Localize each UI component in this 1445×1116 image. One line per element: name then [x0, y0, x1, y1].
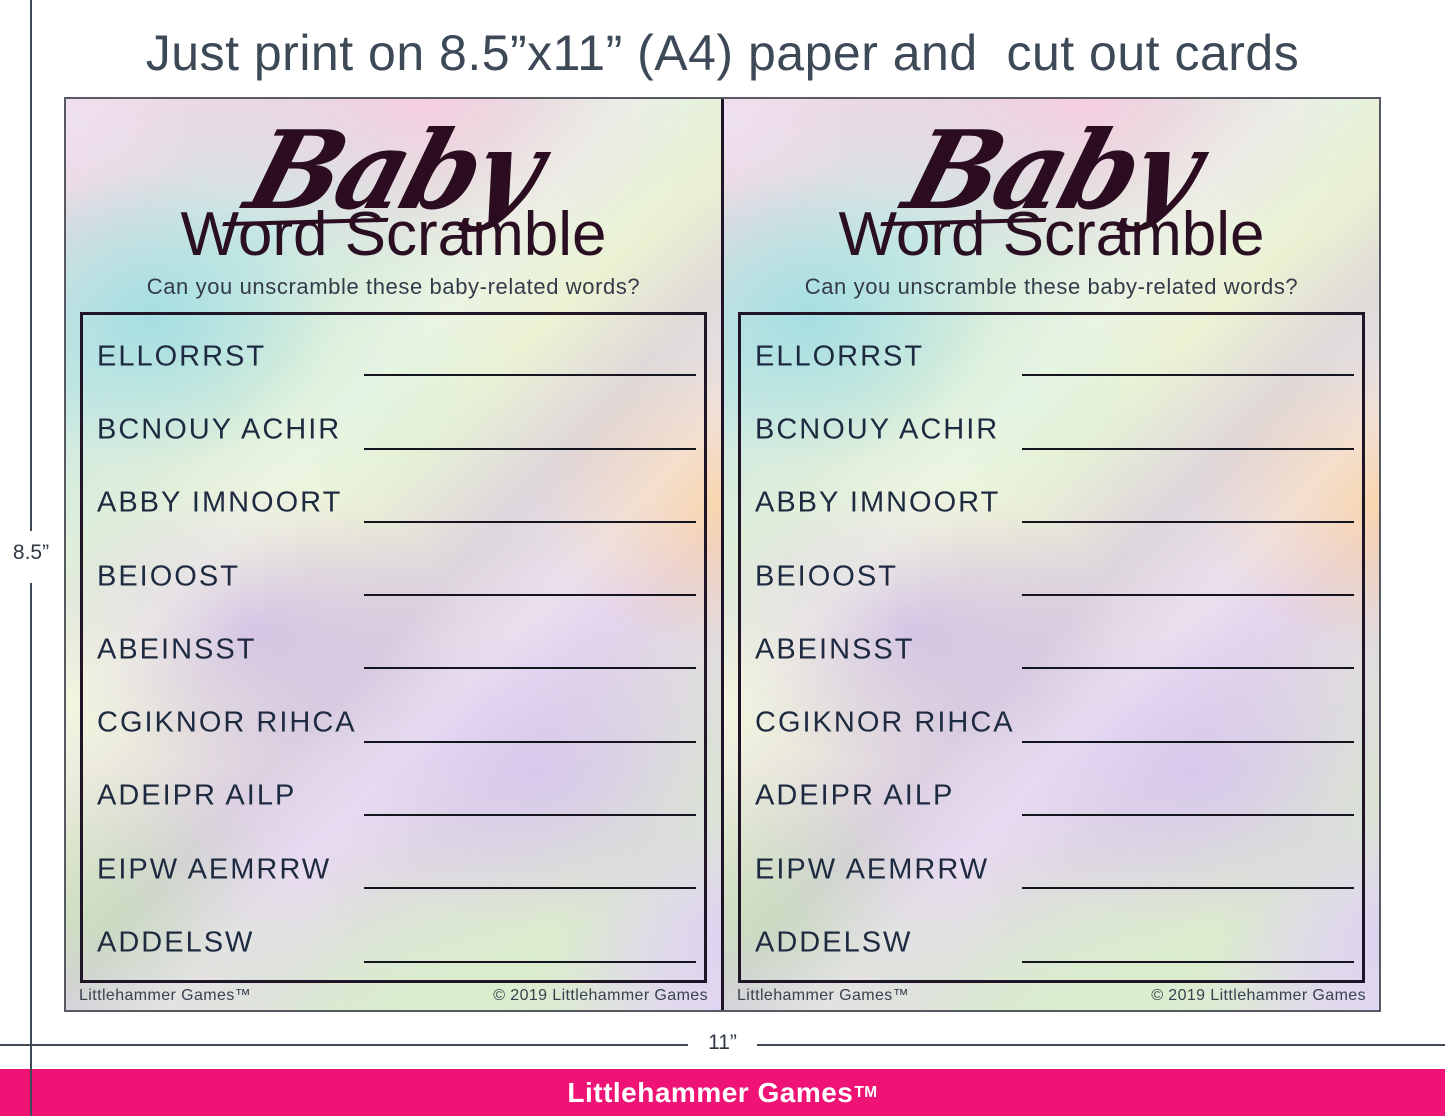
word-row: CGIKNOR RIHCA: [755, 686, 1354, 759]
word-row: BCNOUY ACHIR: [97, 393, 696, 466]
card-brand-text: Littlehammer Games™: [79, 987, 252, 1004]
card-brand-text: Littlehammer Games™: [737, 987, 910, 1004]
word-row: ABEINSST: [755, 613, 1354, 686]
scrambled-word: EIPW AEMRRW: [755, 853, 990, 886]
cards-sheet: Baby Word Scramble Can you unscramble th…: [64, 97, 1381, 1012]
height-dimension-label: 8.5”: [12, 541, 50, 564]
answer-blank-line: [1022, 447, 1354, 450]
answer-blank-line: [1022, 667, 1354, 670]
card-subtitle: Can you unscramble these baby-related wo…: [146, 274, 641, 299]
word-row: ABEINSST: [97, 613, 696, 686]
answer-blank-line: [364, 960, 696, 963]
scrambled-word: ELLORRST: [755, 340, 925, 373]
brand-footer-bar: Littlehammer Games TM: [0, 1069, 1445, 1116]
answer-blank-line: [1022, 814, 1354, 817]
word-row: ADEIPR AILP: [755, 760, 1354, 833]
scrambled-word: BEIOOST: [97, 560, 240, 593]
scrambled-word: ADEIPR AILP: [97, 779, 297, 812]
height-dimension-line-bottom: [30, 583, 32, 1116]
answer-blank-line: [1022, 594, 1354, 597]
word-list-box: ELLORRST BCNOUY ACHIR ABBY IMNOORT BEIOO…: [738, 312, 1365, 983]
scrambled-word: BCNOUY ACHIR: [97, 413, 342, 446]
answer-blank-line: [364, 594, 696, 597]
card-copyright-text: © 2019 Littlehammer Games: [1151, 987, 1366, 1004]
baby-script-title-wrap: Baby: [724, 101, 1379, 241]
scrambled-word: ADEIPR AILP: [755, 779, 955, 812]
card-subtitle: Can you unscramble these baby-related wo…: [804, 274, 1299, 299]
word-row: BCNOUY ACHIR: [755, 393, 1354, 466]
scrambled-word: ABEINSST: [755, 633, 915, 666]
baby-script-title: Baby: [890, 101, 1214, 241]
scrambled-word: BCNOUY ACHIR: [755, 413, 1000, 446]
answer-blank-line: [364, 887, 696, 890]
word-row: EIPW AEMRRW: [97, 833, 696, 906]
answer-blank-line: [364, 667, 696, 670]
answer-blank-line: [364, 814, 696, 817]
card-copyright-text: © 2019 Littlehammer Games: [493, 987, 708, 1004]
answer-blank-line: [364, 520, 696, 523]
scrambled-word: BEIOOST: [755, 560, 898, 593]
word-row: BEIOOST: [97, 540, 696, 613]
word-row: CGIKNOR RIHCA: [97, 686, 696, 759]
word-scramble-card-1: Baby Word Scramble Can you unscramble th…: [66, 99, 721, 1010]
answer-blank-line: [1022, 374, 1354, 377]
brand-name: Littlehammer Games: [567, 1076, 854, 1108]
scrambled-word: ABEINSST: [97, 633, 257, 666]
word-row: ADDELSW: [97, 906, 696, 979]
width-dimension-label: 11”: [708, 1031, 737, 1054]
word-row: ELLORRST: [755, 320, 1354, 393]
height-dimension-line-top: [30, 0, 32, 531]
word-row: ABBY IMNOORT: [755, 467, 1354, 540]
scrambled-word: ABBY IMNOORT: [755, 486, 1001, 519]
card-footer: Littlehammer Games™ © 2019 Littlehammer …: [737, 987, 1366, 1005]
scrambled-word: ELLORRST: [97, 340, 267, 373]
answer-blank-line: [364, 740, 696, 743]
scrambled-word: ADDELSW: [97, 926, 255, 959]
baby-script-title-wrap: Baby: [66, 101, 721, 241]
word-row: ADDELSW: [755, 906, 1354, 979]
answer-blank-line: [364, 374, 696, 377]
word-scramble-card-2: Baby Word Scramble Can you unscramble th…: [721, 99, 1379, 1010]
word-row: ELLORRST: [97, 320, 696, 393]
word-row: ABBY IMNOORT: [97, 467, 696, 540]
width-dimension-line-right: [757, 1044, 1445, 1046]
scrambled-word: ADDELSW: [755, 926, 913, 959]
scrambled-word: CGIKNOR RIHCA: [755, 706, 1015, 739]
baby-script-title: Baby: [232, 101, 556, 241]
width-dimension-line-left: [0, 1044, 688, 1046]
print-instructions-header: Just print on 8.5”x11” (A4) paper and cu…: [145, 25, 1300, 81]
answer-blank-line: [1022, 960, 1354, 963]
word-row: BEIOOST: [755, 540, 1354, 613]
scrambled-word: CGIKNOR RIHCA: [97, 706, 357, 739]
answer-blank-line: [1022, 740, 1354, 743]
answer-blank-line: [364, 447, 696, 450]
answer-blank-line: [1022, 887, 1354, 890]
scrambled-word: EIPW AEMRRW: [97, 853, 332, 886]
scrambled-word: ABBY IMNOORT: [97, 486, 343, 519]
word-row: EIPW AEMRRW: [755, 833, 1354, 906]
card-footer: Littlehammer Games™ © 2019 Littlehammer …: [79, 987, 708, 1005]
answer-blank-line: [1022, 520, 1354, 523]
word-row: ADEIPR AILP: [97, 760, 696, 833]
word-list-box: ELLORRST BCNOUY ACHIR ABBY IMNOORT BEIOO…: [80, 312, 707, 983]
